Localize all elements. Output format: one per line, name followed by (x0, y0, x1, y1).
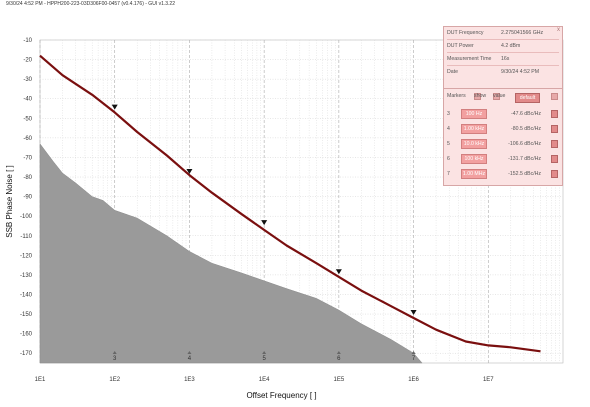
phase-noise-line (39, 54, 541, 353)
default-button[interactable]: default (515, 93, 540, 103)
marker-row: 4 1.00 kHz -80.5 dBc/Hz (447, 122, 559, 135)
series-fill-area (39, 143, 423, 364)
marker-triangle (410, 309, 417, 315)
y-tick-label: -170 (20, 351, 33, 357)
close-icon[interactable]: x (557, 27, 560, 33)
marker-frequency-field[interactable]: 1.00 MHz (461, 169, 487, 179)
y-tick-label: -110 (20, 234, 32, 240)
x-tick-label: 1E5 (334, 377, 345, 383)
y-tick-label: -60 (23, 136, 32, 142)
x-tick-label: 1E4 (259, 377, 270, 383)
marker-axis-tick (187, 351, 192, 354)
y-tick-label: -90 (23, 195, 32, 201)
marker-delete-button[interactable] (551, 140, 558, 148)
y-tick-label: -70 (23, 155, 32, 161)
marker-axis-tick (411, 351, 416, 354)
markers-title: Markers (447, 93, 466, 99)
line-layer (39, 54, 541, 353)
marker-value: -47.6 dBc/Hz (511, 111, 541, 117)
marker-axis-tick (336, 351, 341, 354)
marker-value: -131.7 dBc/Hz (508, 156, 541, 162)
marker-delete-button[interactable] (551, 155, 558, 163)
x-tick-label: 1E7 (483, 377, 494, 383)
marker-delete-button[interactable] (551, 110, 558, 118)
marker-index: 6 (447, 156, 450, 162)
marker-axis-tick (262, 351, 267, 354)
marker-axis-label: 3 (113, 356, 117, 362)
y-tick-label: -120 (20, 253, 33, 259)
value-label: value (493, 93, 506, 99)
info-value: 4.2 dBm (501, 43, 521, 49)
marker-index: 4 (447, 126, 450, 132)
marker-row: 6 100 kHz -131.7 dBc/Hz (447, 152, 559, 165)
delete-all-checkbox[interactable] (551, 93, 558, 100)
marker-value: -152.5 dBc/Hz (508, 171, 541, 177)
marker-frequency-field[interactable]: 100 Hz (461, 109, 487, 119)
info-row-measurement-time: Measurement Time 16s (447, 53, 559, 66)
x-tick-label: 1E1 (35, 377, 46, 383)
marker-axis-tick (112, 351, 117, 354)
y-tick-label: -20 (23, 58, 32, 64)
x-axis-title: Offset Frequency [ ] (246, 391, 316, 400)
marker-axis-label: 5 (262, 356, 266, 362)
marker-row: 3 100 Hz -47.6 dBc/Hz (447, 107, 559, 120)
y-tick-label: -80 (23, 175, 32, 181)
marker-triangle (261, 220, 268, 226)
y-tick-label: -150 (20, 312, 33, 318)
info-key: Date (447, 69, 458, 75)
value-checkbox[interactable] (493, 93, 500, 100)
marker-frequency-field[interactable]: 100 kHz (461, 154, 487, 164)
info-key: DUT Power (447, 43, 474, 49)
marker-frequency-field[interactable]: 1.00 kHz (461, 124, 487, 134)
y-tick-label: -40 (23, 97, 32, 103)
marker-frequency-field[interactable]: 10.0 kHz (461, 139, 487, 149)
marker-triangle (335, 269, 342, 275)
x-tick-label: 1E3 (184, 377, 195, 383)
marker-delete-button[interactable] (551, 125, 558, 133)
marker-index: 5 (447, 141, 450, 147)
y-tick-label: -100 (20, 214, 33, 220)
info-row-power: DUT Power 4.2 dBm (447, 40, 559, 53)
marker-triangle (111, 104, 118, 110)
info-value: 2.275041566 GHz (501, 30, 544, 36)
marker-index: 3 (447, 111, 450, 117)
info-value: 16s (501, 56, 510, 62)
marker-layer: 3 4 5 6 7 (111, 104, 417, 362)
marker-row: 5 10.0 kHz -106.6 dBc/Hz (447, 137, 559, 150)
info-value: 9/30/24 4:52 PM (501, 69, 540, 75)
marker-axis-label: 4 (188, 356, 192, 362)
y-tick-label: -30 (23, 77, 32, 83)
markers-header: Markers show value default (447, 93, 559, 103)
marker-value: -80.5 dBc/Hz (511, 126, 541, 132)
y-tick-label: -160 (20, 332, 33, 338)
info-key: Measurement Time (447, 56, 492, 62)
marker-axis-label: 7 (412, 356, 416, 362)
x-tick-label: 1E2 (109, 377, 120, 383)
markers-panel: Markers show value default 3 100 Hz -47.… (443, 88, 563, 186)
info-key: DUT Frequency (447, 30, 484, 36)
marker-index: 7 (447, 171, 450, 177)
info-row-frequency: DUT Frequency 2.275041566 GHz (447, 27, 559, 40)
marker-triangle (186, 169, 193, 175)
y-tick-label: -10 (23, 38, 32, 44)
marker-row: 7 1.00 MHz -152.5 dBc/Hz (447, 167, 559, 180)
show-checkbox[interactable] (474, 93, 481, 100)
axis-layer: -10 -20 -30 -40 -50 -60 -70 -80 -90 -100 -110 -120 -… (5, 38, 494, 400)
y-axis-title: SSB Phase Noise [ ] (5, 165, 14, 237)
marker-axis-label: 6 (337, 356, 341, 362)
show-label: show (474, 93, 487, 99)
y-tick-label: -50 (23, 116, 32, 122)
y-tick-label: -130 (20, 273, 33, 279)
dut-info-panel: x DUT Frequency 2.275041566 GHz DUT Powe… (443, 26, 563, 89)
chart-header-text: 9/30/24 4:52 PM - HPPH200-223-03D306F00-… (6, 1, 175, 7)
x-tick-label: 1E6 (408, 377, 419, 383)
y-tick-label: -140 (20, 292, 33, 298)
marker-delete-button[interactable] (551, 170, 558, 178)
fill-layer (39, 143, 423, 364)
marker-value: -106.6 dBc/Hz (508, 141, 541, 147)
info-row-date: Date 9/30/24 4:52 PM (447, 66, 559, 78)
